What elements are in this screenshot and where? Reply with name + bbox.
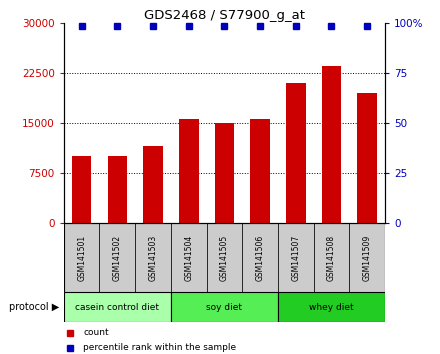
Title: GDS2468 / S77900_g_at: GDS2468 / S77900_g_at <box>144 9 305 22</box>
Bar <box>278 223 314 292</box>
Text: GSM141503: GSM141503 <box>149 234 158 281</box>
Text: protocol ▶: protocol ▶ <box>9 302 59 312</box>
Bar <box>278 292 385 322</box>
Text: percentile rank within the sample: percentile rank within the sample <box>83 343 236 352</box>
Text: GSM141509: GSM141509 <box>363 234 372 281</box>
Text: GSM141502: GSM141502 <box>113 234 122 280</box>
Bar <box>171 223 206 292</box>
Bar <box>250 119 270 223</box>
Bar <box>135 223 171 292</box>
Text: count: count <box>83 328 109 337</box>
Text: whey diet: whey diet <box>309 303 354 312</box>
Text: GSM141504: GSM141504 <box>184 234 193 281</box>
Bar <box>171 292 278 322</box>
Bar <box>206 223 242 292</box>
Bar <box>314 223 349 292</box>
Bar <box>99 223 135 292</box>
Bar <box>143 146 163 223</box>
Text: GSM141501: GSM141501 <box>77 234 86 280</box>
Bar <box>107 156 127 223</box>
Bar <box>242 223 278 292</box>
Text: GSM141506: GSM141506 <box>256 234 264 281</box>
Bar <box>349 223 385 292</box>
Bar <box>72 156 92 223</box>
Bar <box>357 93 377 223</box>
Text: GSM141505: GSM141505 <box>220 234 229 281</box>
Text: GSM141508: GSM141508 <box>327 234 336 280</box>
Text: GSM141507: GSM141507 <box>291 234 300 281</box>
Text: soy diet: soy diet <box>206 303 242 312</box>
Bar <box>179 119 198 223</box>
Bar <box>64 292 171 322</box>
Bar <box>64 223 99 292</box>
Text: casein control diet: casein control diet <box>75 303 159 312</box>
Bar <box>322 66 341 223</box>
Bar <box>215 123 234 223</box>
Bar <box>286 83 306 223</box>
